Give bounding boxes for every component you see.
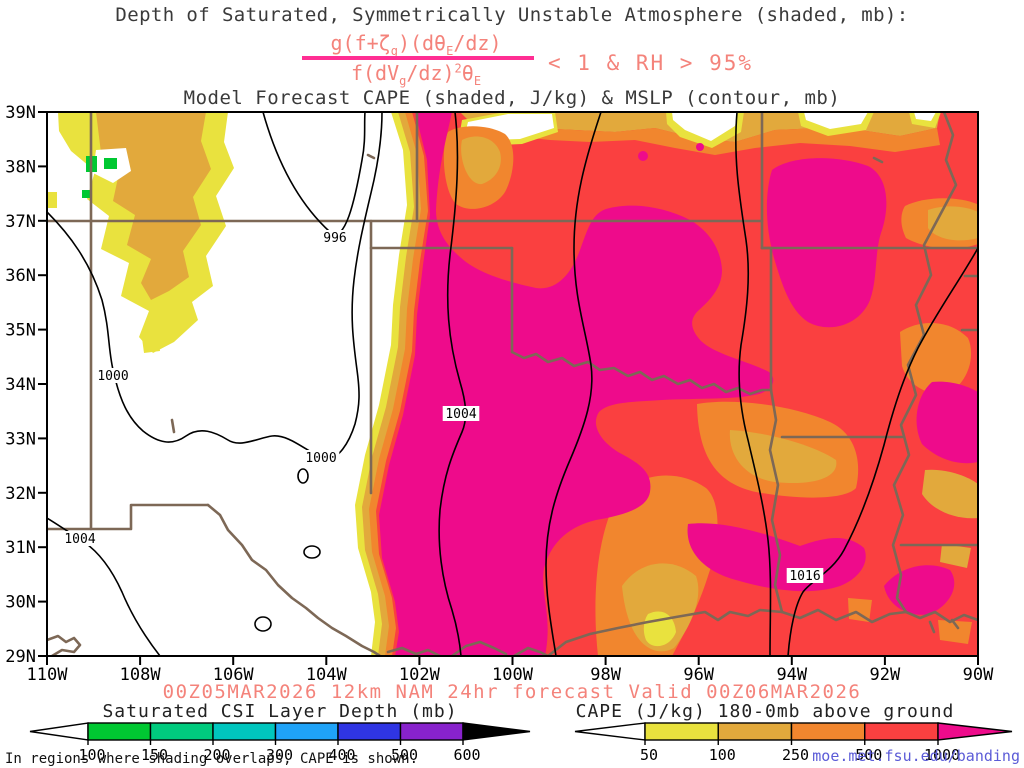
svg-text:400: 400 xyxy=(328,746,355,764)
lon-axis: 110W 108W 106W 104W 102W 100W 98W 96W 94W 92W 90W xyxy=(27,656,994,685)
cape-colorbar-title: CAPE (J/kg) 180-0mb above ground xyxy=(575,701,955,722)
svg-text:30N: 30N xyxy=(5,593,36,613)
svg-text:94W: 94W xyxy=(776,665,807,685)
csi-colorbar: 100 150 200 300 400 500 600 xyxy=(29,722,531,764)
state-borders xyxy=(47,112,978,656)
svg-text:1004: 1004 xyxy=(445,407,476,422)
svg-text:100: 100 xyxy=(78,746,105,764)
svg-text:90W: 90W xyxy=(963,665,994,685)
csi-colorbar-title: Saturated CSI Layer Depth (mb) xyxy=(102,701,458,722)
formula-numerator: g(f+ζg)(dθE/dz) xyxy=(330,31,502,58)
svg-text:37N: 37N xyxy=(5,212,36,232)
svg-text:1000: 1000 xyxy=(305,451,336,466)
mslp-contours xyxy=(47,112,978,656)
svg-text:1000: 1000 xyxy=(924,746,960,764)
formula-fraction-bar xyxy=(302,56,534,60)
svg-text:100: 100 xyxy=(709,746,736,764)
svg-text:996: 996 xyxy=(323,231,346,246)
svg-text:500: 500 xyxy=(391,746,418,764)
svg-text:150: 150 xyxy=(141,746,168,764)
svg-text:1004: 1004 xyxy=(64,532,95,547)
svg-text:29N: 29N xyxy=(5,647,36,667)
valid-time-line: 00Z05MAR2026 12km NAM 24hr forecast Vali… xyxy=(162,681,862,703)
lat-axis: 39N 38N 37N 36N 35N 34N 33N 32N 31N 30N 29N xyxy=(5,103,47,667)
svg-text:34N: 34N xyxy=(5,375,36,395)
svg-text:39N: 39N xyxy=(5,103,36,123)
svg-text:108W: 108W xyxy=(120,665,162,685)
svg-text:110W: 110W xyxy=(27,665,69,685)
svg-text:102W: 102W xyxy=(399,665,441,685)
svg-text:300: 300 xyxy=(266,746,293,764)
svg-text:200: 200 xyxy=(203,746,230,764)
svg-text:31N: 31N xyxy=(5,538,36,558)
svg-text:92W: 92W xyxy=(870,665,901,685)
svg-text:1000: 1000 xyxy=(97,369,128,384)
svg-text:96W: 96W xyxy=(683,665,714,685)
svg-text:100W: 100W xyxy=(492,665,534,685)
page-title: Depth of Saturated, Symmetrically Unstab… xyxy=(115,4,909,26)
svg-text:36N: 36N xyxy=(5,266,36,286)
overlap-note: In regions where shading overlaps, CAPE … xyxy=(5,751,419,767)
formula-condition: < 1 & RH > 95% xyxy=(548,51,754,75)
svg-text:600: 600 xyxy=(453,746,480,764)
svg-text:50: 50 xyxy=(640,746,658,764)
svg-text:106W: 106W xyxy=(213,665,255,685)
svg-text:33N: 33N xyxy=(5,429,36,449)
svg-text:104W: 104W xyxy=(306,665,348,685)
svg-text:500: 500 xyxy=(855,746,882,764)
contour-labels: 996 1000 1000 1004 1004 1016 xyxy=(61,230,824,584)
svg-text:35N: 35N xyxy=(5,321,36,341)
cape-colorbar: 50 100 250 500 1000 xyxy=(574,722,1013,764)
svg-text:250: 250 xyxy=(782,746,809,764)
svg-text:98W: 98W xyxy=(590,665,621,685)
site-link[interactable]: moe.met.fsu.edu/banding xyxy=(812,747,1020,765)
svg-text:32N: 32N xyxy=(5,484,36,504)
svg-text:1016: 1016 xyxy=(789,569,820,584)
svg-text:38N: 38N xyxy=(5,157,36,177)
map-subtitle: Model Forecast CAPE (shaded, J/kg) & MSL… xyxy=(183,87,841,109)
shading-layer xyxy=(47,112,978,656)
formula-denominator: f(dVg/dz)2θE xyxy=(350,61,482,88)
